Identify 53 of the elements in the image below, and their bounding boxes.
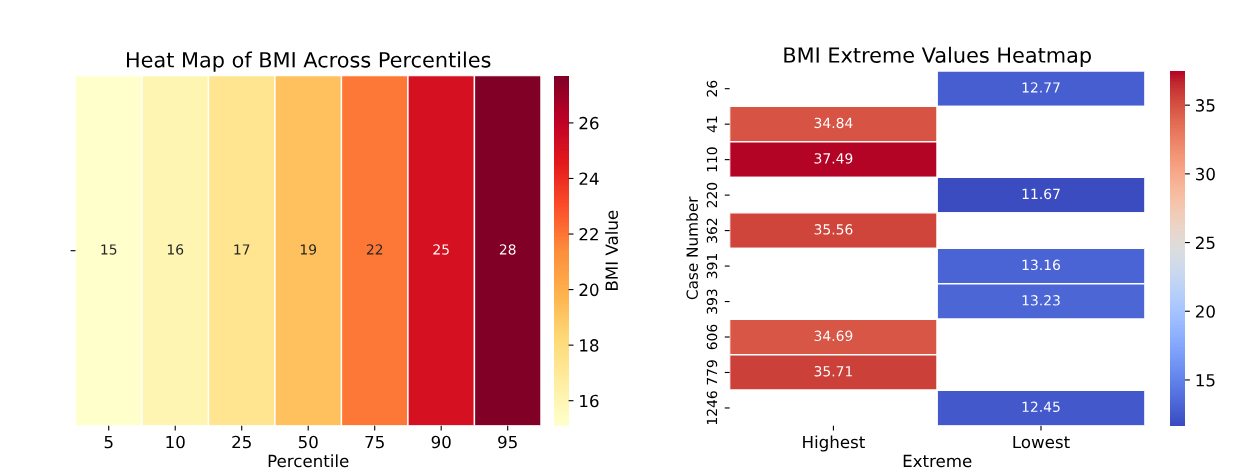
color-bar-title: BMI Value [605, 210, 618, 290]
data-label: 35.56 [814, 224, 853, 235]
x-tick-label: 90 [431, 435, 451, 449]
x-tick-label: 25 [232, 435, 251, 449]
data-label: 15 [101, 244, 117, 255]
data-label: 35.71 [814, 366, 853, 377]
x-axis-title: Extreme [903, 454, 972, 468]
chart-title: BMI Extreme Values Heatmap [784, 46, 1091, 67]
y-tick-label: 110 [706, 147, 718, 172]
x-axis-title: Percentile [268, 454, 349, 468]
y-tick-label: 393 [706, 289, 718, 314]
y-tick-label: 1246 [706, 391, 718, 425]
x-tick-label: 75 [365, 435, 384, 449]
color-bar-label: 16 [580, 394, 599, 408]
data-label: 16 [167, 244, 184, 255]
data-label: 12.77 [1022, 82, 1060, 93]
data-label: 19 [300, 244, 317, 255]
color-bar-label: 18 [580, 339, 599, 352]
data-label: 25 [433, 244, 449, 255]
color-bar-label: 20 [579, 283, 599, 297]
y-tick-label: 26 [706, 80, 718, 97]
color-bar-label: 25 [1195, 236, 1215, 250]
data-label: 13.16 [1022, 259, 1060, 271]
x-tick-label: 95 [498, 435, 517, 449]
color-bar-label: 30 [1196, 167, 1215, 181]
x-tick-label: Highest [803, 435, 865, 452]
y-tick-label: 41 [706, 116, 718, 133]
color-bar-label: 26 [579, 116, 599, 130]
y-tick-label: 362 [706, 218, 718, 243]
color-bar-label: 22 [579, 227, 598, 241]
data-label: 12.45 [1022, 401, 1060, 412]
chart-title: Heat Map of BMI Across Percentiles [127, 51, 491, 72]
color-bar-label: 15 [1196, 374, 1215, 387]
x-tick-label: 50 [298, 435, 318, 449]
color-bar-label: 35 [1196, 99, 1215, 112]
x-tick-label: Lowest [1013, 435, 1070, 449]
data-label: 17 [234, 244, 250, 255]
x-tick-label: 10 [166, 435, 185, 449]
data-label: 37.49 [814, 153, 853, 164]
y-tick-label: 779 [706, 360, 718, 385]
data-label: 13.23 [1022, 295, 1060, 306]
data-label: 22 [366, 244, 383, 255]
color-bar-label: 24 [579, 172, 599, 185]
data-label: 34.84 [814, 117, 853, 129]
data-label: 34.69 [814, 330, 853, 342]
y-tick-label: 606 [706, 324, 718, 350]
data-label: 28 [499, 244, 516, 255]
x-tick-label: 5 [104, 435, 113, 449]
data-label: 11.67 [1022, 188, 1060, 200]
color-bar-label: 20 [1195, 305, 1215, 318]
y-tick-label: 220 [706, 182, 718, 208]
y-axis-title: Case Number [686, 196, 698, 300]
y-tick-label: 391 [706, 254, 718, 279]
